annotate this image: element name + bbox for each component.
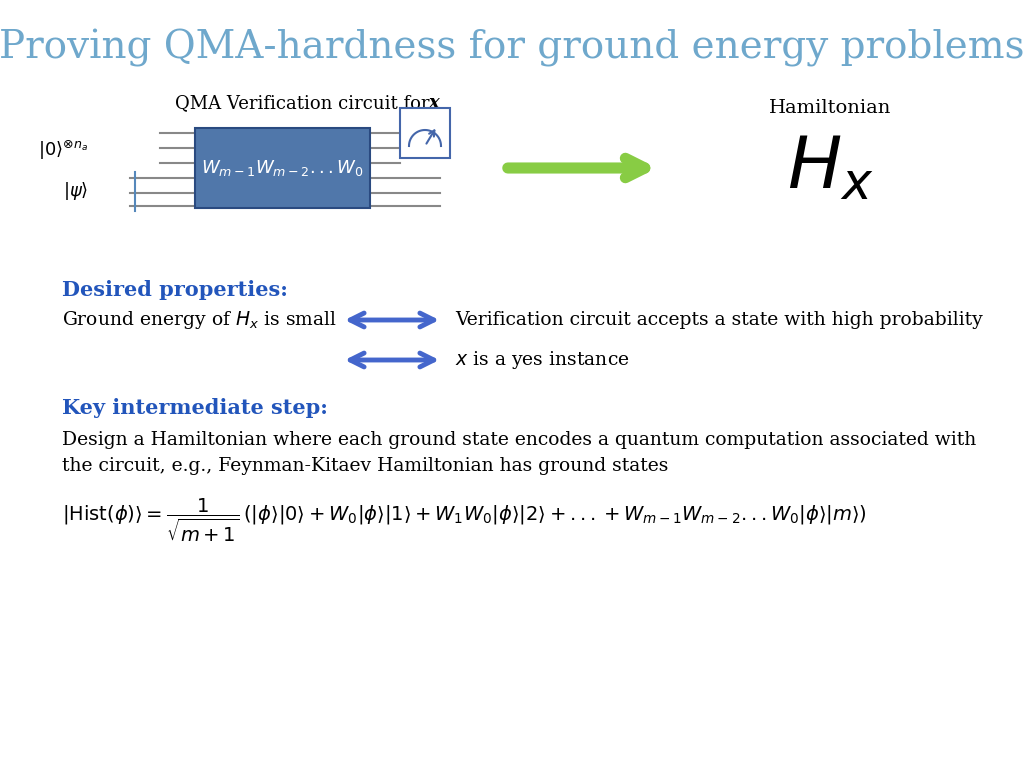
Text: $x$ is a yes instance: $x$ is a yes instance xyxy=(455,349,630,371)
Text: Hamiltonian: Hamiltonian xyxy=(769,99,891,117)
Text: $|\mathrm{Hist}(\phi)\rangle = \dfrac{1}{\sqrt{m+1}}\,(|\phi\rangle|0\rangle + W: $|\mathrm{Hist}(\phi)\rangle = \dfrac{1}… xyxy=(62,496,867,544)
Text: Desired properties:: Desired properties: xyxy=(62,280,288,300)
Text: $H_x$: $H_x$ xyxy=(786,133,873,204)
Text: the circuit, e.g., Feynman-Kitaev Hamiltonian has ground states: the circuit, e.g., Feynman-Kitaev Hamilt… xyxy=(62,457,669,475)
Text: QMA Verification circuit for: QMA Verification circuit for xyxy=(175,94,435,112)
Text: Key intermediate step:: Key intermediate step: xyxy=(62,398,328,418)
Text: Verification circuit accepts a state with high probability: Verification circuit accepts a state wit… xyxy=(455,311,983,329)
Text: Ground energy of $H_x$ is small: Ground energy of $H_x$ is small xyxy=(62,309,337,331)
Text: x: x xyxy=(428,94,438,112)
Text: $|0\rangle^{\otimes n_a}$: $|0\rangle^{\otimes n_a}$ xyxy=(38,138,88,162)
FancyBboxPatch shape xyxy=(400,108,450,158)
Text: Design a Hamiltonian where each ground state encodes a quantum computation assoc: Design a Hamiltonian where each ground s… xyxy=(62,431,976,449)
Text: $|\psi\rangle$: $|\psi\rangle$ xyxy=(62,180,88,202)
Text: $W_{m-1}W_{m-2}...W_0$: $W_{m-1}W_{m-2}...W_0$ xyxy=(201,158,364,178)
FancyBboxPatch shape xyxy=(195,128,370,208)
Text: Proving QMA-hardness for ground energy problems: Proving QMA-hardness for ground energy p… xyxy=(0,29,1024,67)
